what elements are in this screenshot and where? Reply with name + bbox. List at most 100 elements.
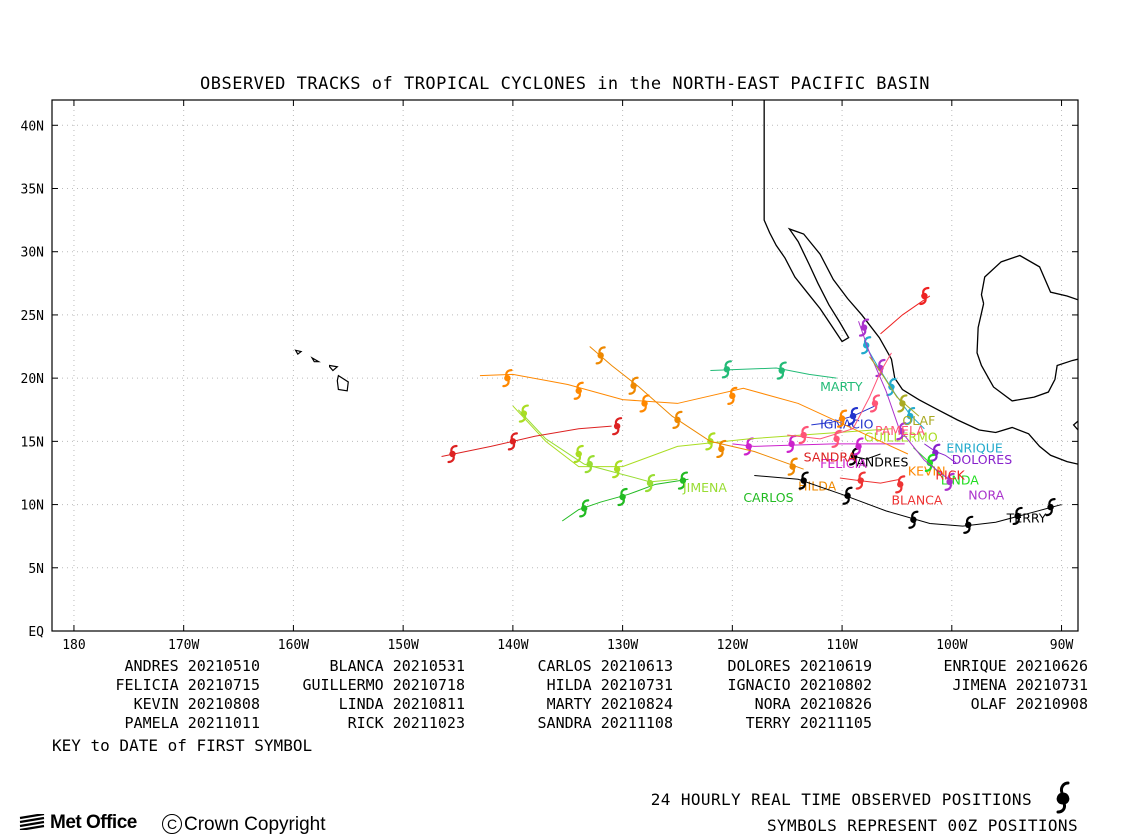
cyclone-position-icon	[869, 394, 881, 413]
cyclone-position-icon	[786, 434, 797, 453]
cyclone-eye	[597, 352, 604, 359]
track-line	[441, 425, 612, 458]
key-entry-ignacio: IGNACIO 20210802	[727, 676, 873, 694]
y-tick-label: 35N	[21, 183, 44, 198]
cyclone-position-icon	[853, 437, 864, 456]
track-line	[512, 405, 892, 468]
cyclone-track-map: ANDRESBLANCACARLOSDOLORESENRIQUEFELICIAG…	[21, 99, 1079, 653]
coast-line	[1072, 420, 1078, 431]
key-entry-marty: MARTY 20210824	[546, 695, 673, 713]
cyclone-eye	[849, 412, 857, 420]
cyclone-position-icon	[787, 457, 798, 476]
track-line	[924, 443, 957, 464]
map-title: OBSERVED TRACKS of TROPICAL CYCLONES in …	[200, 74, 930, 94]
cyclone-position-icon	[507, 432, 518, 451]
key-entry-guillermo: GUILLERMO 20210718	[302, 676, 465, 694]
cyclone-position-icon	[908, 510, 919, 529]
key-entry-carlos: CARLOS 20210613	[537, 657, 673, 675]
key-entry-terry: TERRY 20211105	[745, 714, 872, 732]
x-tick-label: 180	[62, 638, 85, 653]
cyclone-position-icon	[639, 394, 650, 413]
cyclone-eye	[800, 477, 807, 484]
storm-label: PAMELA	[875, 423, 925, 438]
cyclone-position-icon	[579, 499, 590, 518]
hawaii-island	[329, 364, 339, 372]
met-office-logo-text: Met Office	[50, 812, 137, 833]
storm-track-jimena: JIMENA	[517, 409, 727, 495]
key-entry-blanca: BLANCA 20210531	[329, 657, 465, 675]
cyclone-position-icon	[896, 422, 907, 441]
cyclone-eye	[921, 292, 928, 300]
storm-label: NORA	[968, 488, 1004, 503]
cyclone-eye	[778, 367, 785, 374]
x-tick-label: 120W	[717, 638, 748, 653]
track-line	[854, 453, 881, 460]
key-entry-nora: NORA 20210826	[754, 695, 872, 713]
cyclone-position-icon	[963, 515, 974, 534]
storm-label: DOLORES	[952, 452, 1012, 467]
cyclone-eye	[860, 324, 868, 331]
cyclone-eye	[575, 450, 582, 458]
key-entry-kevin: KEVIN 20210808	[133, 695, 260, 713]
cyclone-eye	[613, 465, 621, 473]
cyclone-eye	[857, 477, 864, 484]
track-line	[589, 346, 804, 470]
cyclone-position-icon	[743, 437, 754, 456]
storm-track-carlos: CARLOS	[561, 471, 794, 522]
cyclone-eye	[613, 422, 621, 430]
y-tick-label: 5N	[28, 562, 44, 577]
cyclone-eye	[586, 460, 593, 468]
storm-track-kevin: KEVIN	[479, 369, 946, 478]
cyclone-eye	[449, 450, 456, 458]
coast-line	[976, 303, 1078, 402]
cyclone-eye	[833, 435, 840, 443]
x-tick-label: 170W	[168, 638, 199, 653]
cyclone-position-icon	[836, 409, 848, 428]
storm-track-rick: RICK	[880, 286, 965, 482]
met-office-logo: Met Office	[18, 812, 137, 834]
hawaii-island	[310, 356, 321, 363]
cyclone-position-icon	[798, 425, 809, 445]
cyclone-eye	[897, 481, 904, 488]
cyclone-eye	[646, 479, 654, 487]
cyclone-eye	[619, 493, 626, 501]
cyclone-eye	[504, 374, 511, 382]
storm-label: IGNACIO	[820, 417, 873, 432]
storm-label: OLAF	[902, 413, 935, 428]
key-entry-pamela: PAMELA 20211011	[124, 714, 260, 732]
track-line	[880, 295, 931, 335]
y-tick-label: EQ	[28, 625, 44, 640]
storm-label: CARLOS	[743, 490, 793, 505]
cyclone-position-icon	[1012, 506, 1023, 526]
cyclone-position-icon	[905, 406, 916, 426]
cyclone-position-icon	[721, 360, 732, 379]
cyclone-position-icon	[831, 429, 842, 448]
cyclone-position-icon	[595, 346, 606, 365]
storm-label: RICK	[935, 467, 965, 482]
cyclone-eye	[946, 478, 953, 486]
cyclone-position-icon	[855, 471, 866, 490]
cyclone-position-icon	[573, 381, 584, 400]
footer-observed-positions: 24 HOURLY REAL TIME OBSERVED POSITIONS	[650, 790, 1032, 809]
cyclone-position-icon	[861, 336, 872, 355]
x-tick-label: 160W	[278, 638, 309, 653]
cyclone-eye	[855, 443, 862, 450]
cyclone-position-icon	[672, 410, 683, 429]
y-tick-label: 10N	[21, 499, 44, 514]
cyclone-eye	[729, 392, 736, 400]
cyclone-eye	[509, 438, 517, 445]
storm-label: ANDRES	[856, 455, 908, 470]
key-entry-felicia: FELICIA 20210715	[115, 676, 261, 694]
cyclone-eye	[800, 431, 807, 439]
track-line	[479, 373, 909, 455]
cyclone-position-icon	[644, 473, 656, 493]
cyclone-position-icon	[584, 455, 595, 474]
cyclone-position-icon	[897, 394, 908, 413]
met-office-logo-mark-icon	[19, 814, 45, 830]
storm-label: ENRIQUE	[946, 441, 1003, 456]
key-entry-hilda: HILDA 20210731	[546, 676, 673, 694]
cyclone-eye	[718, 445, 725, 453]
cyclone-position-icon	[858, 318, 870, 337]
cyclone-position-icon	[447, 444, 458, 464]
footer-symbols-note: SYMBOLS REPRESENT 00Z POSITIONS	[766, 816, 1078, 835]
